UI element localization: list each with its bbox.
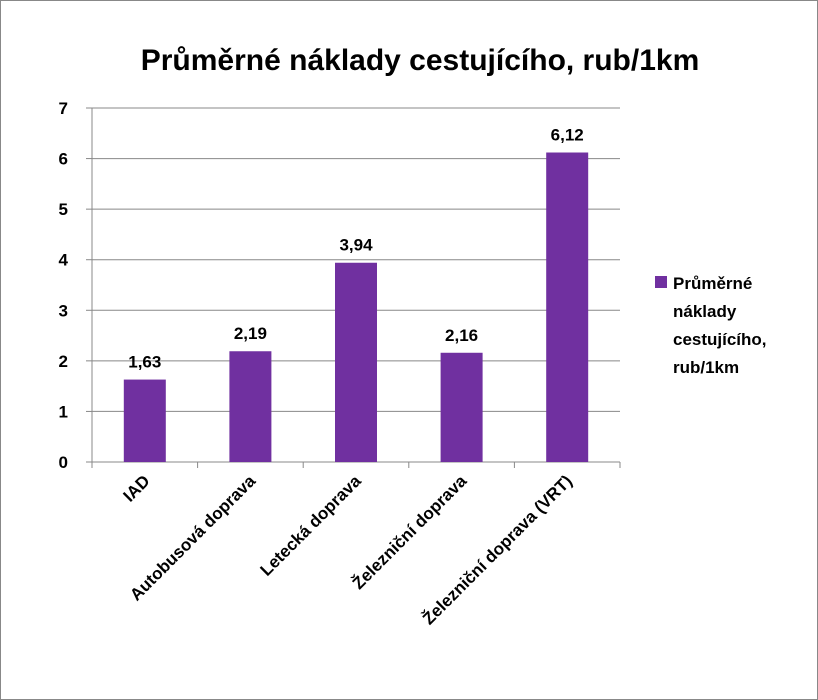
legend: Průměrné náklady cestujícího, rub/1km: [655, 270, 775, 382]
y-tick-label: 6: [59, 150, 68, 169]
value-label: 1,63: [128, 353, 161, 372]
y-tick-label: 7: [59, 99, 68, 118]
y-tick-label: 0: [59, 453, 68, 472]
legend-swatch: [655, 276, 667, 288]
value-label: 6,12: [551, 126, 584, 145]
y-tick-label: 1: [59, 402, 68, 421]
y-tick-label: 4: [59, 251, 69, 270]
bar: [123, 379, 166, 462]
bar: [335, 262, 377, 462]
y-tick-label: 2: [59, 352, 68, 371]
bar: [546, 152, 589, 462]
bar: [440, 352, 483, 462]
value-label: 3,94: [339, 236, 373, 255]
value-label: 2,19: [234, 324, 267, 343]
chart-title: Průměrné náklady cestujícího, rub/1km: [141, 44, 700, 77]
legend-label: Průměrné náklady cestujícího, rub/1km: [673, 274, 767, 377]
value-label: 2,16: [445, 326, 478, 345]
y-tick-label: 3: [59, 301, 68, 320]
y-tick-label: 5: [59, 200, 68, 219]
bar: [229, 351, 272, 462]
